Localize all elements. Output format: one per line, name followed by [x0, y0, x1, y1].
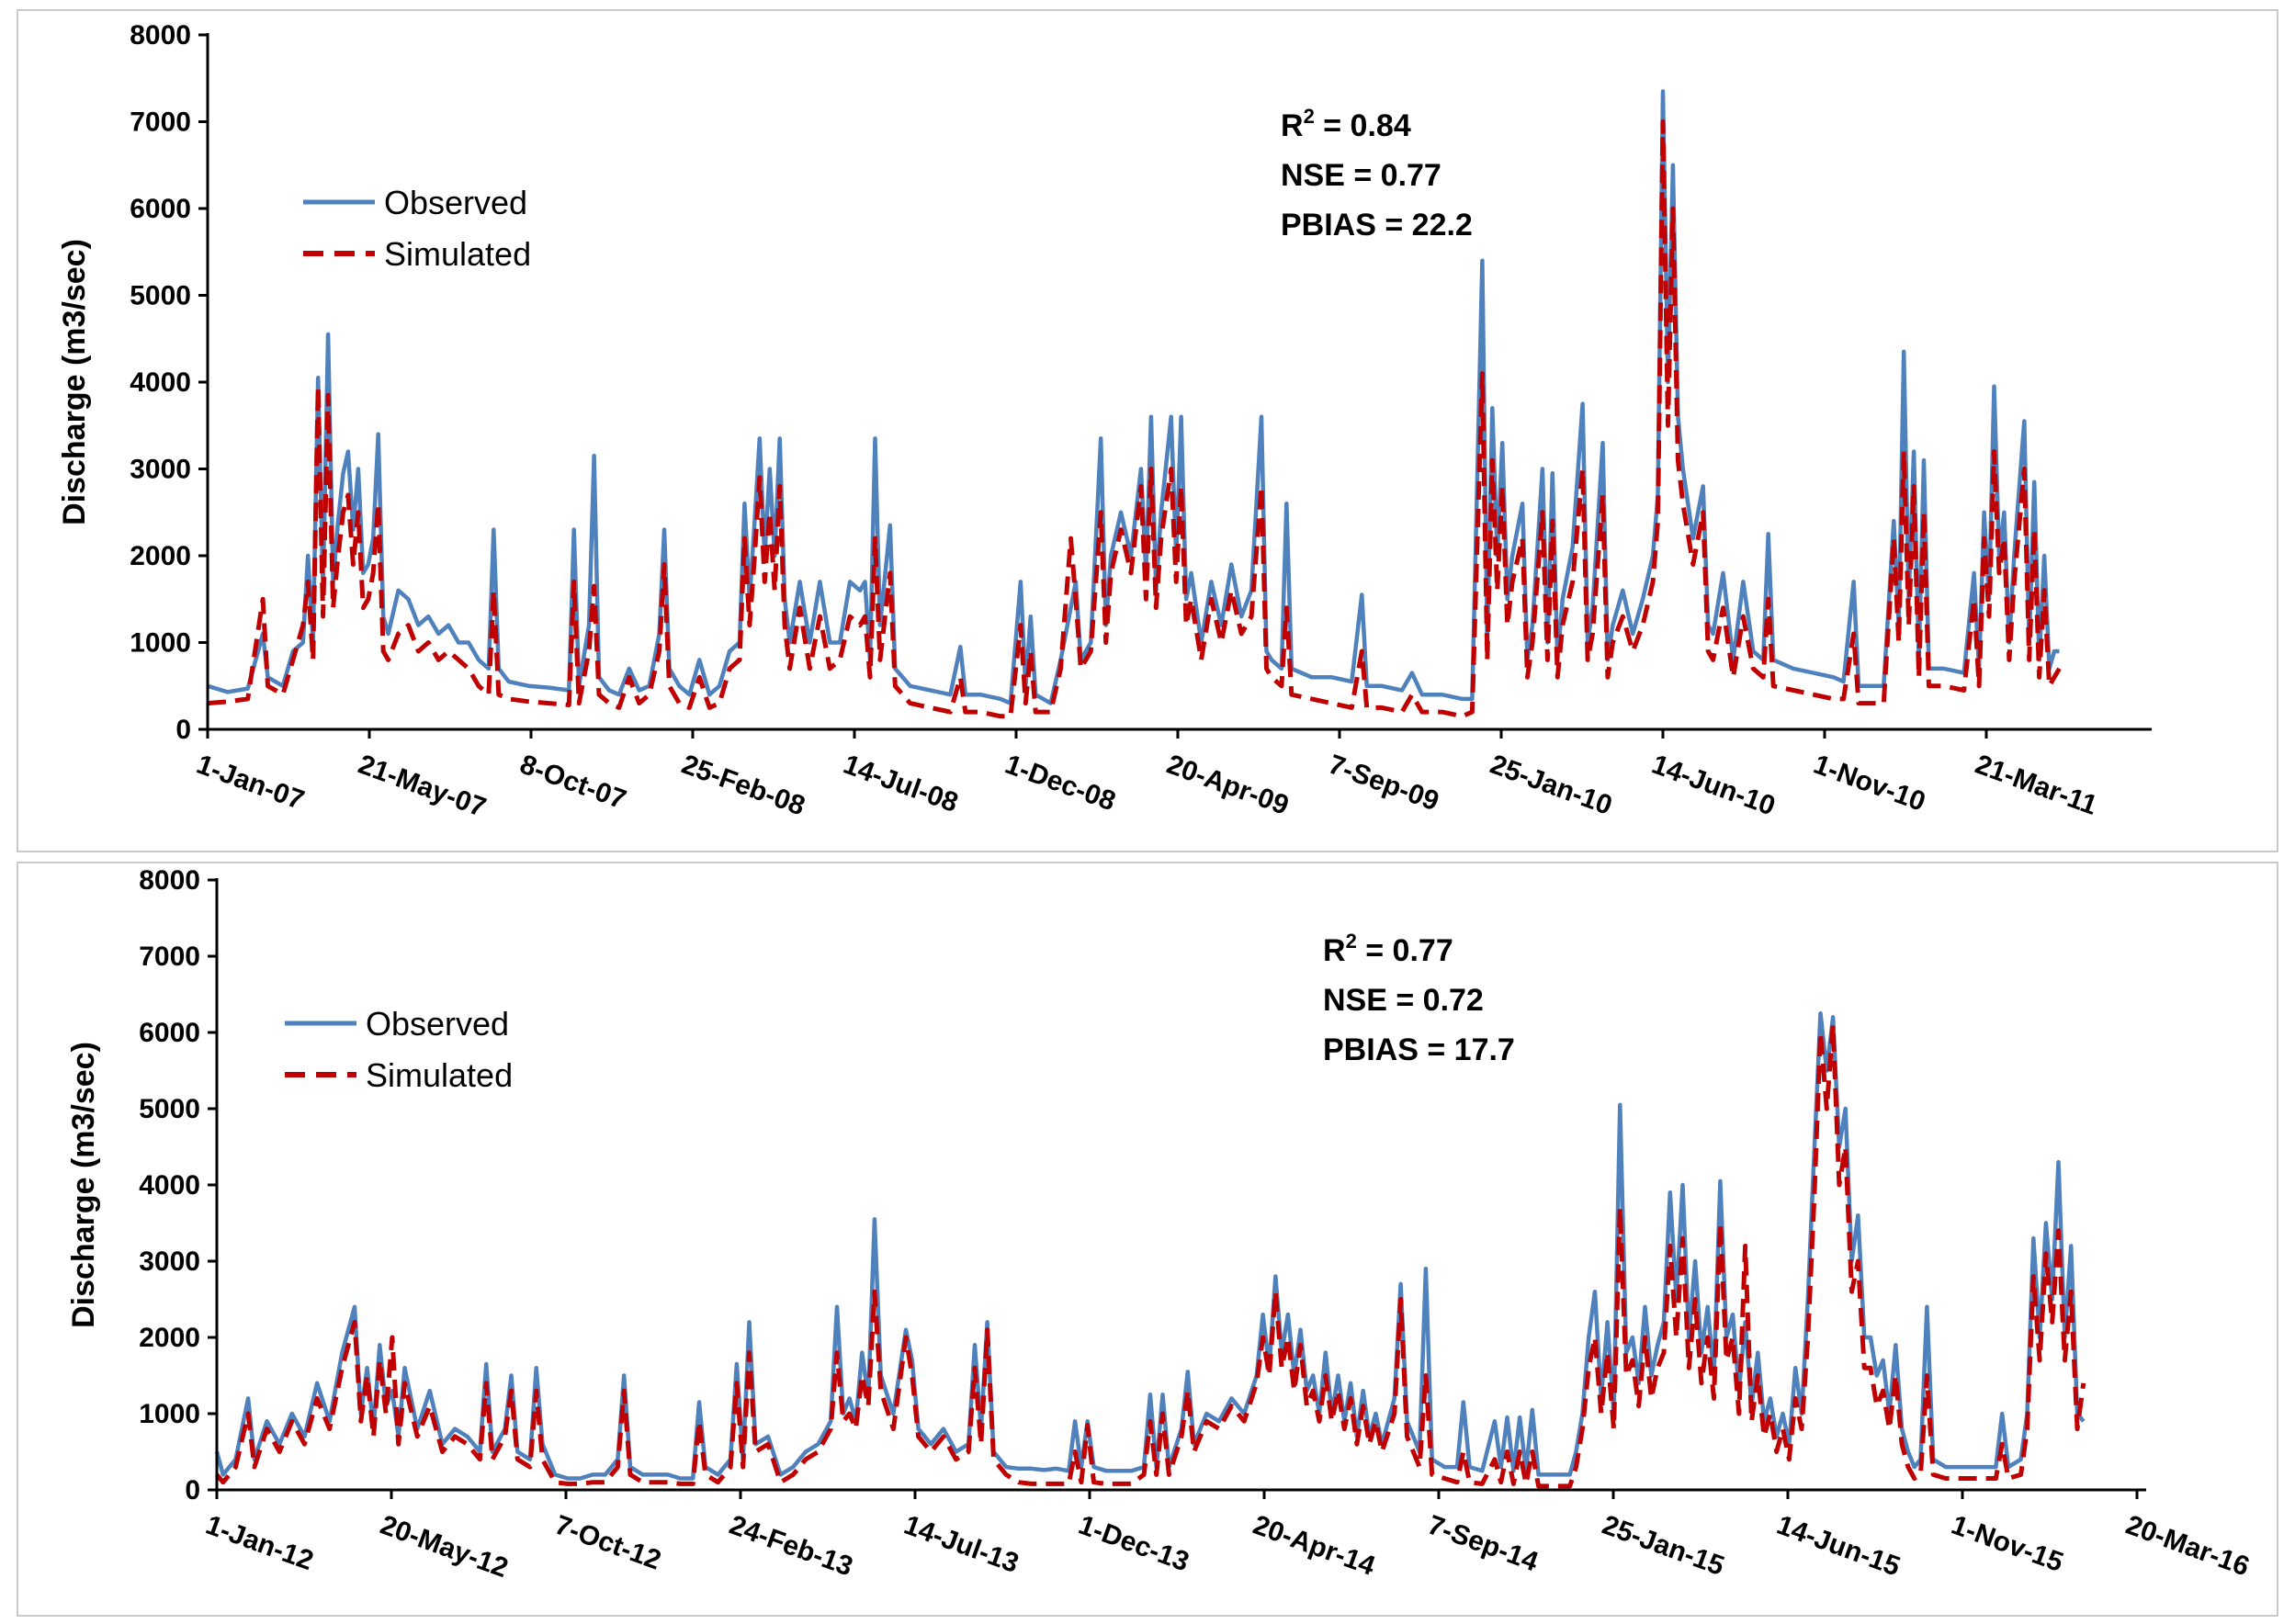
legend-simulated-label: Simulated: [384, 235, 531, 273]
r-squared-text: R2 = 0.77: [1323, 930, 1453, 968]
x-tick-label: 1-Jan-12: [202, 1510, 318, 1577]
x-tick-label: 20-Apr-14: [1249, 1510, 1380, 1582]
y-axis-title: Discharge (m3/sec): [66, 1042, 101, 1328]
r-squared-text: R2 = 0.84: [1281, 105, 1411, 143]
y-tick-label: 7000: [130, 107, 191, 138]
x-tick-label: 1-Jan-07: [193, 750, 309, 817]
stats-annotation: R2 = 0.77 NSE = 0.72 PBIAS = 17.7: [1323, 930, 1515, 1067]
y-tick-label: 3000: [130, 455, 191, 485]
y-axis-title: Discharge (m3/sec): [57, 239, 92, 525]
x-tick-label: 1-Nov-10: [1810, 750, 1929, 818]
y-tick-label: 8000: [139, 865, 200, 896]
observed-series-line: [207, 89, 2060, 705]
y-tick-label: 3000: [139, 1246, 200, 1277]
simulated-series-line: [207, 119, 2062, 719]
r-squared-superscript: 2: [1346, 930, 1357, 953]
x-tick-label: 21-May-07: [355, 750, 491, 824]
x-tick-label: 8-Oct-07: [516, 750, 630, 816]
legend: Observed Simulated: [303, 184, 531, 273]
simulated-series-line: [215, 1022, 2086, 1489]
y-tick-label: 6000: [139, 1018, 200, 1048]
y-tick-label: 4000: [139, 1170, 200, 1201]
r-squared-symbol: R: [1281, 108, 1304, 143]
x-tick-label: 1-Dec-13: [1075, 1510, 1193, 1578]
r-squared-symbol: R: [1323, 933, 1346, 968]
x-tick-label: 20-Apr-09: [1163, 750, 1293, 821]
stats-annotation: R2 = 0.84 NSE = 0.77 PBIAS = 22.2: [1281, 105, 1473, 242]
legend-observed-label: Observed: [366, 1005, 509, 1043]
x-tick-label: 14-Jul-13: [900, 1510, 1023, 1579]
legend: Observed Simulated: [285, 1005, 513, 1094]
nse-text: NSE = 0.72: [1323, 983, 1484, 1018]
x-tick-label: 20-Mar-16: [2122, 1510, 2254, 1583]
pbias-text: PBIAS = 17.7: [1323, 1032, 1515, 1067]
y-tick-label: 0: [185, 1475, 200, 1506]
x-tick-label: 14-Jun-15: [1773, 1510, 1905, 1583]
bottom-chart-panel: 0 1000 2000 3000 4000 5000 6000 7000 8000 1-Jan-1…: [17, 862, 2278, 1617]
top-chart-panel: 0 1000 2000 3000 4000 5000 6000 7000 8000 1-Jan-0…: [17, 9, 2278, 852]
legend-observed-label: Observed: [384, 184, 527, 221]
x-tick-label: 21-Mar-11: [1972, 750, 2101, 821]
x-tick-label: 20-May-12: [377, 1510, 513, 1585]
pbias-text: PBIAS = 22.2: [1281, 208, 1473, 242]
legend-simulated-label: Simulated: [366, 1056, 513, 1094]
top-chart: 0 1000 2000 3000 4000 5000 6000 7000 8000 1-Jan-0…: [57, 20, 2152, 824]
r-squared-superscript: 2: [1304, 105, 1315, 128]
x-tick-label: 1-Dec-08: [1001, 750, 1120, 818]
y-tick-label: 2000: [139, 1323, 200, 1353]
x-tick-label: 14-Jun-10: [1648, 750, 1780, 822]
bottom-chart: 0 1000 2000 3000 4000 5000 6000 7000 8000 1-Jan-1…: [66, 865, 2254, 1585]
y-tick-label: 1000: [139, 1399, 200, 1429]
x-tick-label: 7-Oct-12: [551, 1510, 665, 1576]
y-tick-label: 6000: [130, 194, 191, 224]
y-tick-label: 5000: [130, 281, 191, 311]
y-tick-label: 7000: [139, 942, 200, 972]
x-tick-label: 14-Jul-08: [840, 750, 963, 818]
x-tick-label: 25-Feb-08: [678, 750, 809, 822]
y-tick-label: 8000: [130, 20, 191, 51]
y-tick-label: 2000: [130, 541, 191, 571]
x-tick-label: 7-Sep-09: [1325, 750, 1443, 818]
y-tick-label: 4000: [130, 367, 191, 398]
r-squared-value: = 0.77: [1357, 933, 1453, 968]
x-tick-label: 1-Nov-15: [1948, 1510, 2067, 1578]
nse-text: NSE = 0.77: [1281, 158, 1441, 193]
x-tick-label: 24-Feb-13: [726, 1510, 857, 1583]
x-tick-label: 7-Sep-14: [1424, 1510, 1543, 1578]
y-tick-label: 0: [175, 715, 191, 745]
x-tick-label: 25-Jan-10: [1487, 750, 1616, 821]
r-squared-value: = 0.84: [1315, 108, 1411, 143]
x-tick-label: 25-Jan-15: [1599, 1510, 1728, 1582]
y-tick-label: 5000: [139, 1094, 200, 1124]
y-tick-label: 1000: [130, 628, 191, 659]
